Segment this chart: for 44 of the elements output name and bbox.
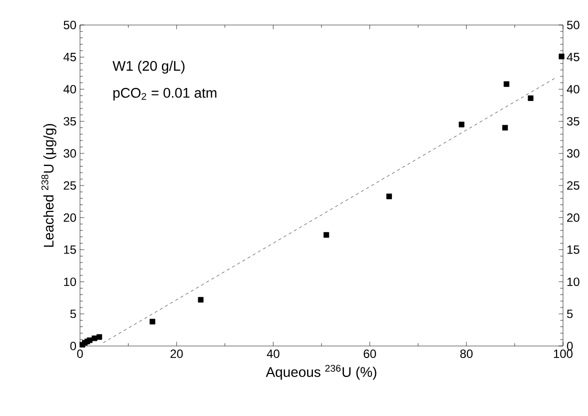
y2-tick-label: 50 — [567, 20, 580, 30]
x-tick-label: 0 — [77, 350, 83, 358]
y-tick-label: 0 — [70, 342, 76, 350]
point — [198, 296, 204, 303]
y-tick-label: 20 — [64, 213, 76, 222]
y2-tick-label: 5 — [567, 310, 573, 318]
y2-tick-label: 30 — [566, 149, 580, 158]
point — [458, 122, 464, 128]
y2-tick-label: 40 — [566, 84, 580, 94]
point — [150, 318, 156, 324]
point — [504, 81, 510, 87]
y-tick-label: 35 — [64, 117, 76, 126]
y2-tick-label: 45 — [566, 52, 580, 62]
y2-tick-label: 0 — [567, 342, 573, 350]
x-tick-label: 20 — [170, 350, 183, 358]
y2-tick-label: 25 — [567, 181, 580, 190]
y-axis-title: Leached $^{238}$U (μg/g) — [41, 124, 56, 247]
y-tick-label: 15 — [64, 246, 76, 254]
point — [502, 124, 508, 131]
point — [86, 337, 92, 344]
x-tick-label: 80 — [460, 350, 473, 358]
y2-tick-label: 15 — [567, 246, 580, 254]
y-tick-label: 25 — [64, 181, 76, 190]
y2-tick-label: 35 — [566, 117, 580, 126]
y-tick-label: 10 — [64, 278, 76, 286]
annotation: W1 (20 g/L) — [112, 60, 184, 74]
x-tick-label: 40 — [266, 350, 280, 358]
point — [96, 334, 102, 340]
y2-tick-label: 10 — [567, 278, 580, 286]
x-tick-label: 100 — [554, 350, 573, 358]
y-tick-label: 45 — [63, 52, 76, 62]
y-tick-label: 5 — [70, 310, 76, 318]
point — [386, 194, 392, 200]
point — [558, 54, 564, 60]
y-tick-label: 50 — [64, 20, 76, 30]
x-axis-title: Aqueous $^{236}$U (%) — [266, 364, 376, 380]
point — [528, 95, 534, 101]
x-tick-label: 60 — [364, 350, 376, 358]
point — [324, 232, 330, 238]
y-tick-label: 40 — [63, 84, 76, 94]
annotation: pCO$_{2}$ = 0.01 atm — [113, 88, 216, 101]
y2-tick-label: 20 — [567, 213, 580, 222]
y-tick-label: 30 — [64, 149, 76, 158]
point — [92, 336, 98, 342]
